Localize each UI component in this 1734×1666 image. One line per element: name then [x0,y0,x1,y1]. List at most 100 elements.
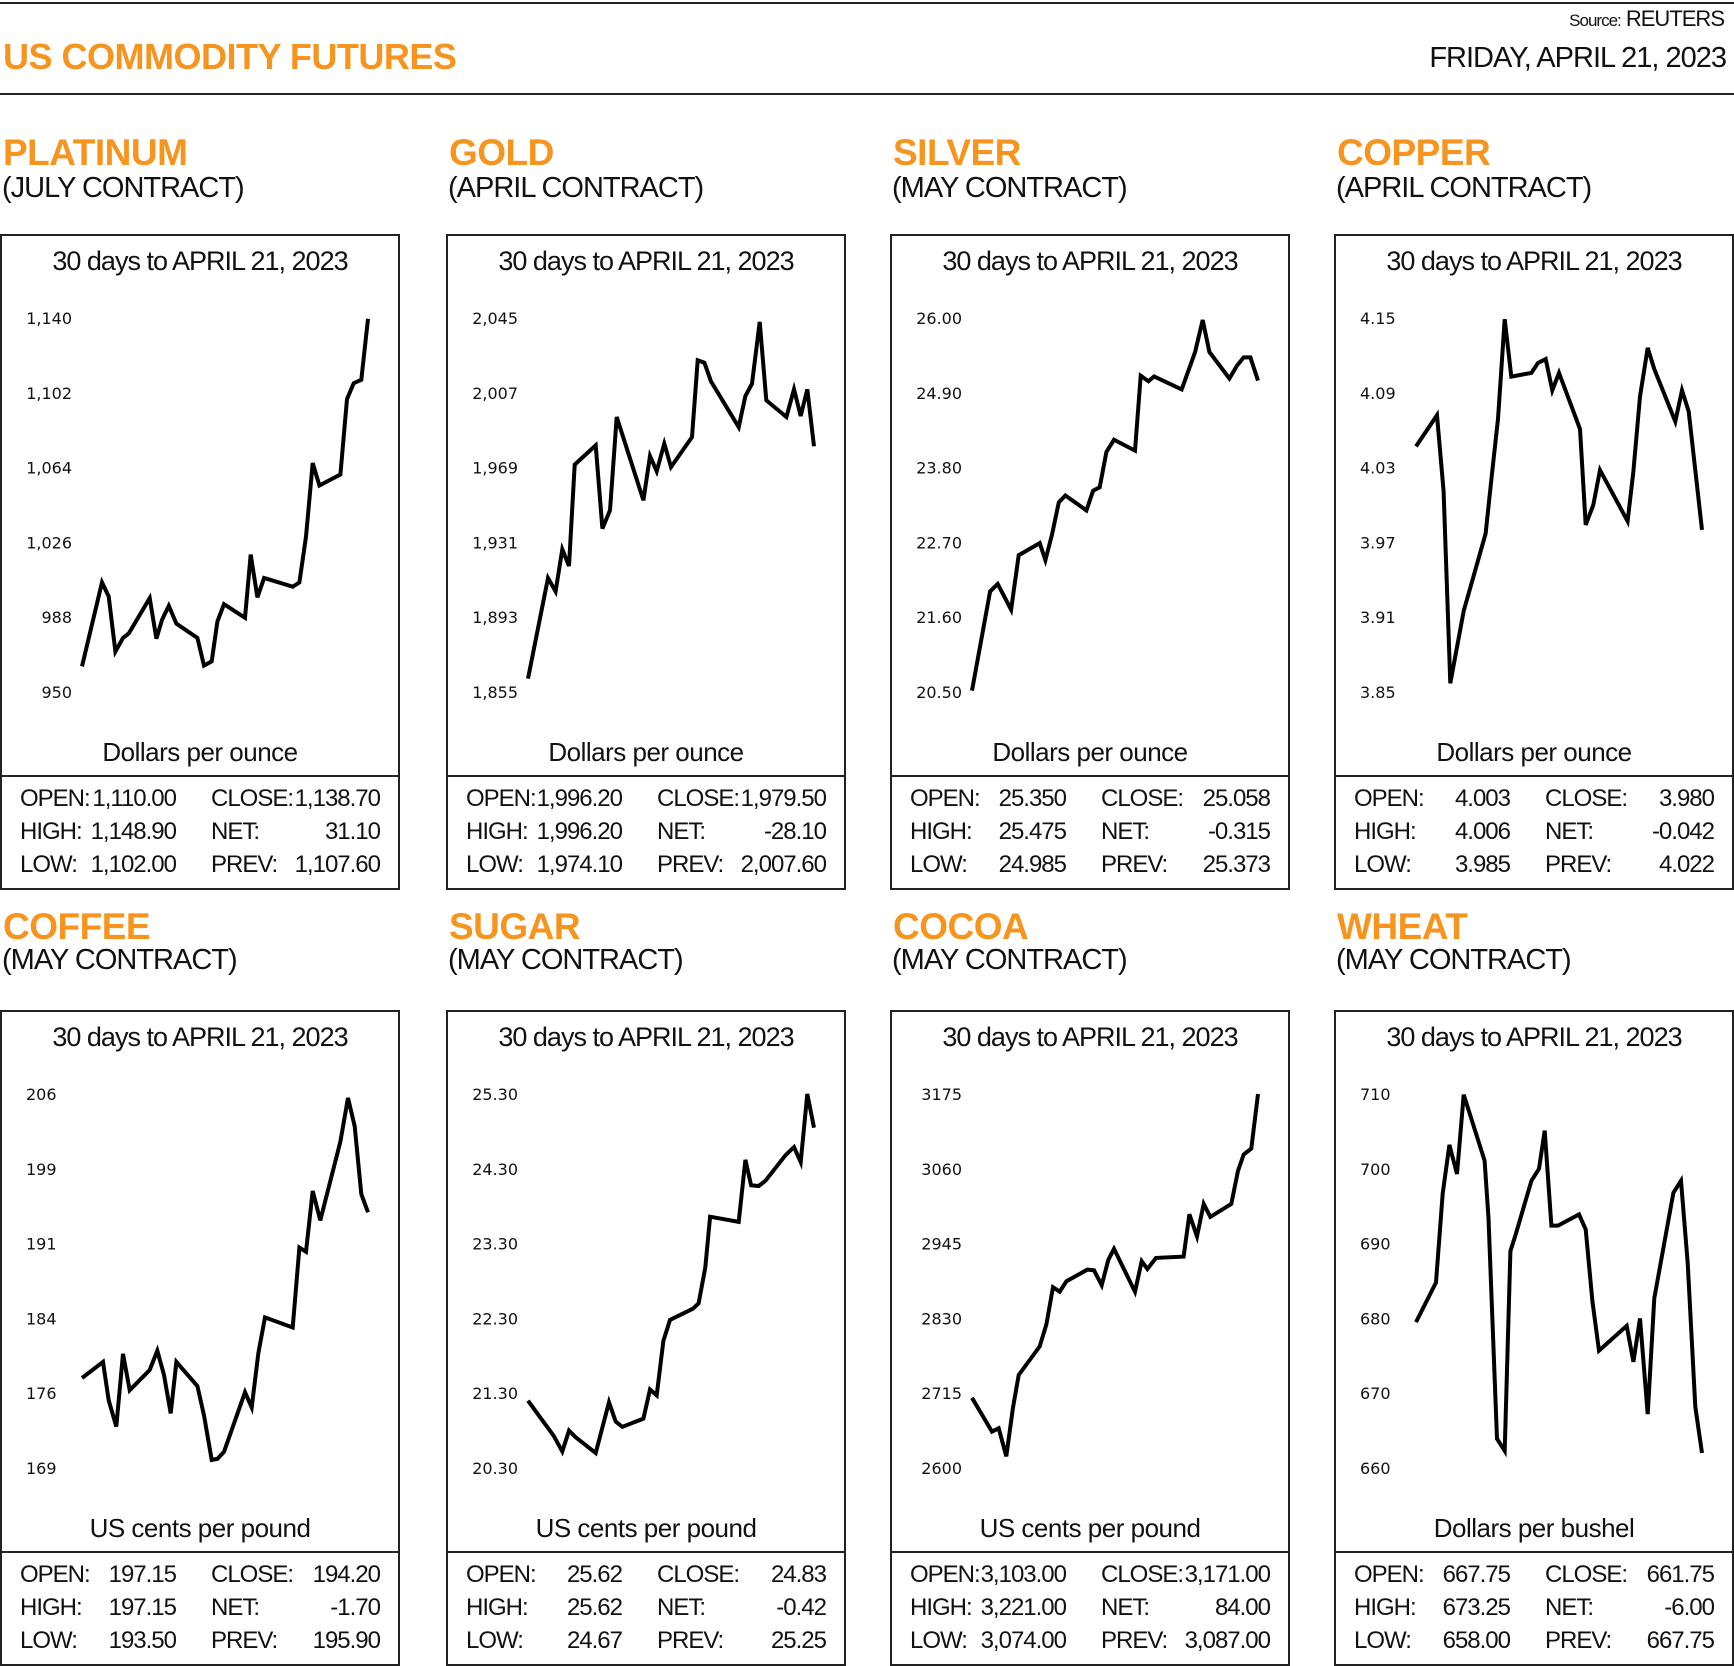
net-value: -0.42 [776,1594,827,1621]
open-label: OPEN: [466,1561,537,1588]
y-tick-label: 2945 [921,1235,962,1254]
stats-row: LOW: 24.67 PREV: 25.25 [448,1627,844,1659]
y-tick-label: 21.30 [472,1384,518,1403]
chart-title: 30 days to APRIL 21, 2023 [498,1022,794,1052]
y-tick-label: 700 [1360,1160,1391,1179]
stats-row: HIGH: 4.006 NET: -0.042 [1336,818,1732,850]
y-tick-label: 24.90 [916,384,962,403]
sugar-name: SUGAR [449,906,581,947]
open-value: 4.003 [1454,785,1511,812]
copper-line-chart: 3.85 3.91 3.97 4.03 4.09 4.15 [1360,309,1704,702]
high-label: HIGH: [910,1594,973,1621]
open-label: OPEN: [20,1561,91,1588]
silver-line-chart: 20.50 21.60 22.70 23.80 24.90 26.00 [916,309,1260,702]
low-value: 24.985 [998,851,1067,878]
unit-label: US cents per pound [89,1513,311,1543]
price-series-line [970,319,1260,691]
y-tick-label: 23.30 [472,1235,518,1254]
stats-row: LOW: 193.50 PREV: 195.90 [2,1627,398,1659]
coffee-chart-panel: 30 days to APRIL 21, 2023 169 176 184 191 199… [0,1010,400,1666]
high-value: 25.475 [998,818,1067,845]
y-tick-label: 184 [26,1309,57,1328]
open-value: 25.62 [566,1561,623,1588]
close-value: 25.058 [1202,785,1271,812]
y-tick-label: 680 [1360,1309,1391,1328]
close-label: CLOSE: [1101,785,1184,812]
price-series-line [1414,318,1704,684]
unit-label: Dollars per ounce [992,737,1188,767]
y-tick-label: 20.30 [472,1459,518,1478]
wheat-chart-panel: 30 days to APRIL 21, 2023 660 670 680 690 700… [1334,1010,1734,1666]
unit-label: Dollars per ounce [548,737,744,767]
y-tick-label: 191 [26,1235,57,1254]
platinum-contract: (JULY CONTRACT) [2,172,245,204]
y-tick-label: 1,064 [26,459,72,478]
price-series-line [80,318,370,669]
y-tick-label: 21.60 [916,608,962,627]
copper-name: COPPER [1337,132,1491,173]
open-label: OPEN: [20,785,91,812]
close-value: 24.83 [770,1561,827,1588]
y-tick-label: 22.30 [472,1309,518,1328]
close-value: 1,979.50 [740,785,827,812]
close-value: 1,138.70 [294,785,381,812]
y-tick-label: 206 [26,1085,57,1104]
stats-divider [892,775,1288,777]
prev-label: PREV: [657,851,724,878]
y-tick-label: 25.30 [472,1085,518,1104]
high-label: HIGH: [1354,1594,1417,1621]
silver-contract: (MAY CONTRACT) [892,172,1128,204]
y-tick-label: 1,969 [472,459,518,478]
stats-divider [448,1551,844,1553]
silver-name: SILVER [893,132,1021,173]
copper-chart-panel: 30 days to APRIL 21, 2023 3.85 3.91 3.97 4.0… [1334,234,1734,890]
chart-title: 30 days to APRIL 21, 2023 [1386,1022,1682,1052]
source-value: REUTERS [1625,6,1725,31]
close-value: 661.75 [1646,1561,1715,1588]
high-value: 4.006 [1454,818,1511,845]
y-tick-label: 4.15 [1360,309,1396,328]
price-series-line [970,1093,1260,1457]
sugar-chart-panel: 30 days to APRIL 21, 2023 20.30 21.30 22.30… [446,1010,846,1666]
y-tick-label: 2,007 [472,384,518,403]
open-value: 667.75 [1442,1561,1511,1588]
net-label: NET: [1101,1594,1150,1621]
gold-contract: (APRIL CONTRACT) [448,172,704,204]
unit-label: US cents per pound [979,1513,1201,1543]
low-label: LOW: [20,851,78,878]
low-label: LOW: [20,1627,78,1654]
stats-divider [1336,1551,1732,1553]
stats-row: LOW: 3.985 PREV: 4.022 [1336,851,1732,883]
close-value: 3,171.00 [1184,1561,1271,1588]
low-value: 3.985 [1454,851,1511,878]
low-label: LOW: [1354,1627,1412,1654]
high-value: 1,148.90 [90,818,177,845]
stats-row: HIGH: 1,996.20 NET: -28.10 [448,818,844,850]
open-value: 25.350 [998,785,1067,812]
high-label: HIGH: [1354,818,1417,845]
platinum-name: PLATINUM [3,132,188,173]
cocoa-line-chart: 2600 2715 2830 2945 3060 3175 [921,1085,1260,1478]
wheat-name: WHEAT [1337,906,1468,947]
close-label: CLOSE: [211,1561,294,1588]
y-tick-label: 3.85 [1360,683,1396,702]
open-label: OPEN: [466,785,537,812]
stats-row: OPEN: 4.003 CLOSE: 3.980 [1336,785,1732,817]
sugar-contract: (MAY CONTRACT) [448,944,684,976]
y-tick-label: 690 [1360,1235,1391,1254]
chart-title: 30 days to APRIL 21, 2023 [942,1022,1238,1052]
net-label: NET: [1545,818,1594,845]
y-tick-label: 4.09 [1360,384,1396,403]
close-value: 194.20 [312,1561,381,1588]
high-value: 25.62 [566,1594,623,1621]
price-series-line [80,1097,370,1463]
stats-row: LOW: 3,074.00 PREV: 3,087.00 [892,1627,1288,1659]
chart-title: 30 days to APRIL 21, 2023 [52,246,348,276]
prev-label: PREV: [1101,1627,1168,1654]
low-value: 1,974.10 [536,851,623,878]
y-tick-label: 1,140 [26,309,72,328]
stats-row: OPEN: 197.15 CLOSE: 194.20 [2,1561,398,1593]
low-label: LOW: [1354,851,1412,878]
low-label: LOW: [910,851,968,878]
chart-title: 30 days to APRIL 21, 2023 [498,246,794,276]
